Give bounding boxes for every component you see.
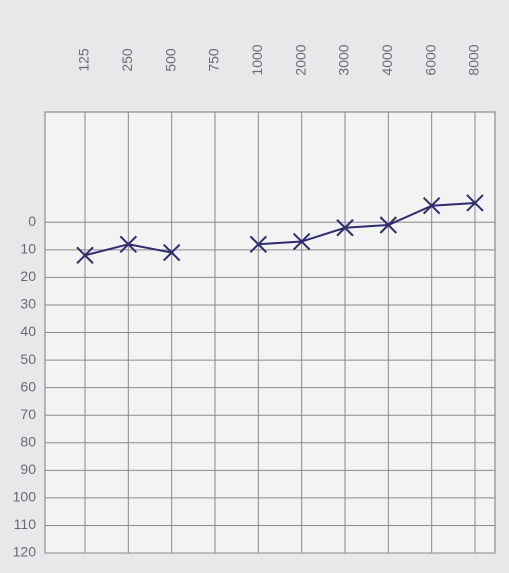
y-tick-label: 50 (20, 351, 36, 367)
x-tick-label: 125 (76, 48, 92, 72)
y-tick-label: 40 (20, 323, 36, 339)
x-tick-label: 250 (119, 48, 135, 72)
y-tick-label: 30 (20, 296, 36, 312)
y-tick-label: 110 (14, 516, 37, 532)
x-tick-label: 4000 (379, 44, 395, 75)
x-tick-label: 3000 (336, 44, 352, 75)
x-tick-label: 1000 (249, 44, 265, 75)
x-marker (249, 235, 268, 254)
x-tick-label: 750 (206, 48, 222, 72)
y-tick-label: 100 (13, 489, 37, 505)
x-marker (162, 243, 181, 262)
x-marker (76, 246, 94, 265)
y-tick-label: 70 (20, 406, 36, 422)
y-tick-label: 80 (20, 433, 36, 449)
y-tick-label: 90 (20, 461, 36, 477)
x-marker (466, 194, 484, 212)
x-tick-label: 6000 (422, 44, 438, 75)
x-tick-label: 2000 (292, 44, 308, 75)
x-marker (119, 235, 138, 254)
x-marker (422, 197, 441, 215)
y-tick-label: 60 (20, 378, 36, 394)
x-tick-label: 500 (162, 48, 178, 72)
y-tick-label: 10 (20, 241, 36, 257)
y-tick-label: 120 (13, 544, 37, 560)
x-marker (336, 219, 354, 237)
x-tick-label: 8000 (466, 44, 482, 75)
y-tick-label: 20 (20, 268, 36, 284)
x-marker (292, 232, 311, 251)
y-tick-label: 0 (28, 213, 36, 229)
x-marker (379, 216, 398, 234)
